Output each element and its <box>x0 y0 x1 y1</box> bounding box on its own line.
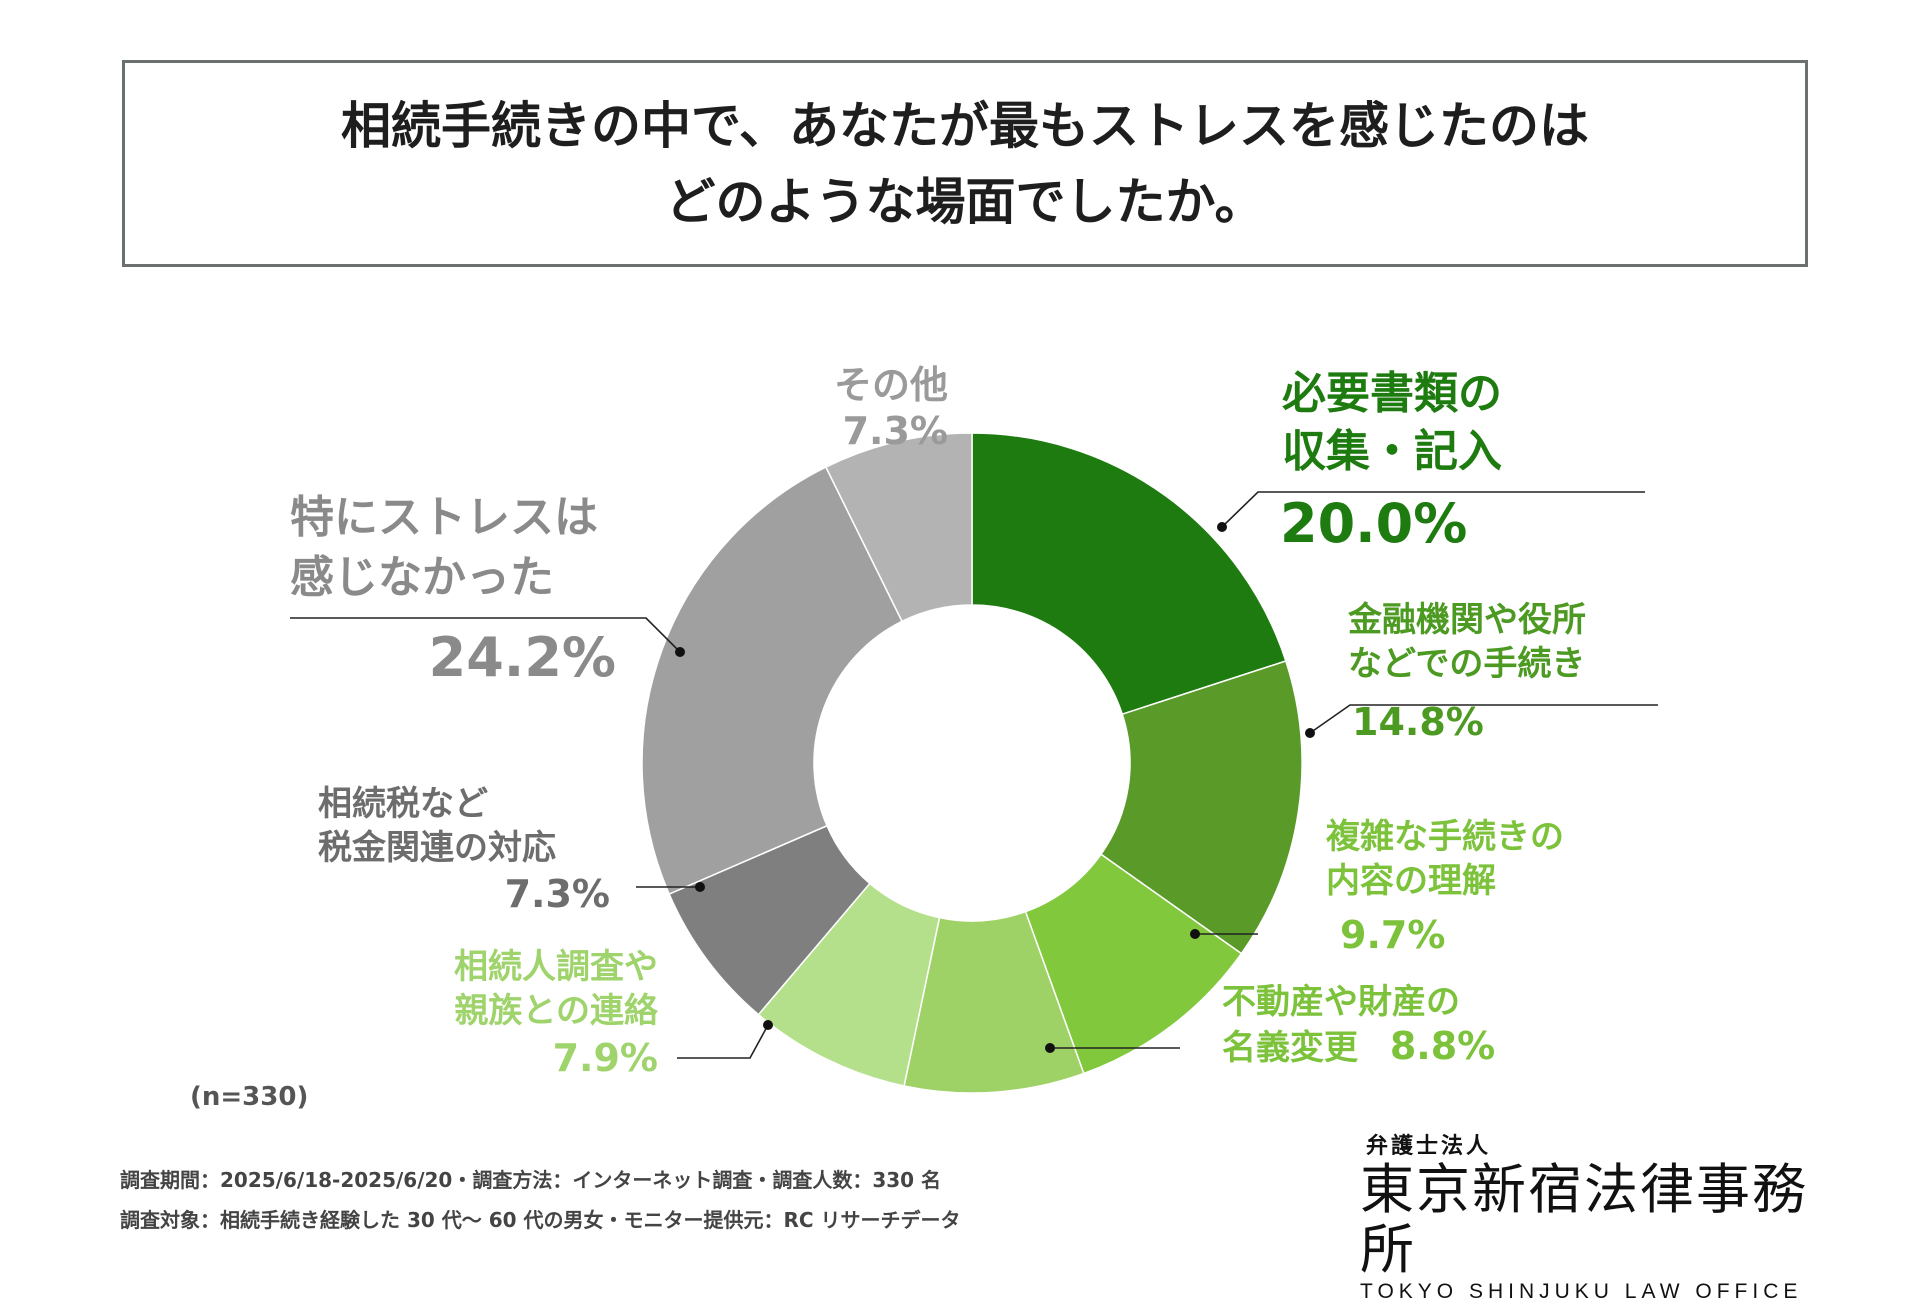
label-nostress-line1: 特にストレスは <box>290 492 598 543</box>
label-understanding-line2: 内容の理解 <box>1326 861 1496 901</box>
label-institutions: 金融機関や役所 などでの手続き 14.8% <box>1348 598 1586 758</box>
leader-dot-documents <box>1217 522 1227 532</box>
label-institutions-line2: などでの手続き <box>1348 644 1586 684</box>
logo-line-1: 弁護士法人 <box>1366 1134 1492 1159</box>
leader-line-nostress <box>290 617 681 653</box>
value-understanding: 9.7% <box>1340 913 1446 957</box>
leader-dot-heirs <box>763 1020 773 1030</box>
logo-line-3: TOKYO SHINJUKU LAW OFFICE <box>1360 1280 1803 1303</box>
label-tax-line2: 税金関連の対応 <box>318 828 556 868</box>
leader-line-heirs <box>677 1024 769 1059</box>
label-other: その他 7.3% <box>834 362 948 454</box>
label-heirs-line2: 親族との連絡 <box>454 991 658 1031</box>
leader-line-documents <box>1221 491 1645 528</box>
label-realestate: 不動産や財産の 名義変更 8.8% <box>1222 980 1495 1070</box>
footer-line-1: 調査期間：2025/6/18-2025/6/20・調査方法：インターネット調査・… <box>120 1168 942 1192</box>
leader-line-institutions <box>1309 704 1658 734</box>
value-tax: 7.3% <box>504 872 610 916</box>
law-office-logo: 弁護士法人 東京新宿法律事務所 TOKYO SHINJUKU LAW OFFIC… <box>1360 1128 1810 1304</box>
label-tax: 相続税など 税金関連の対応 7.3% <box>318 782 610 918</box>
value-nostress: 24.2% <box>428 626 616 689</box>
leader-dot-institutions <box>1305 728 1315 738</box>
value-documents: 20.0% <box>1280 492 1468 555</box>
value-institutions: 14.8% <box>1352 700 1484 744</box>
label-nostress: 特にストレスは 感じなかった 24.2% <box>290 488 616 708</box>
title-box: 相続手続きの中で、あなたが最もストレスを感じたのは どのような場面でしたか。 <box>122 60 1808 267</box>
label-understanding: 複雑な手続きの 内容の理解 9.7% <box>1326 815 1564 967</box>
footer-line-2: 調査対象：相続手続き経験した 30 代～ 60 代の男女・モニター提供元：RC … <box>120 1208 961 1232</box>
label-institutions-line1: 金融機関や役所 <box>1348 600 1586 640</box>
title-line-1: 相続手続きの中で、あなたが最もストレスを感じたのは <box>341 96 1589 155</box>
label-realestate-line2: 名義変更 <box>1222 1028 1358 1068</box>
label-heirs: 相続人調査や 親族との連絡 7.9% <box>454 945 658 1083</box>
slice-institutions <box>1099 660 1303 955</box>
label-other-line1: その他 <box>833 363 948 407</box>
label-realestate-line1: 不動産や財産の <box>1222 982 1460 1022</box>
leader-dot-understanding <box>1190 929 1200 939</box>
label-documents-line2: 収集・記入 <box>1282 426 1502 477</box>
leader-dot-tax <box>695 882 705 892</box>
value-other: 7.3% <box>842 409 948 453</box>
leader-dot-realestate <box>1045 1043 1055 1053</box>
sample-size: (n=330) <box>190 1082 309 1112</box>
slice-documents <box>971 432 1287 716</box>
label-understanding-line1: 複雑な手続きの <box>1326 817 1564 857</box>
value-realestate: 8.8% <box>1389 1024 1496 1068</box>
label-tax-line1: 相続税など <box>318 784 488 824</box>
label-heirs-line1: 相続人調査や <box>454 947 658 987</box>
label-documents-line1: 必要書類の <box>1282 368 1502 419</box>
title-line-2: どのような場面でしたか。 <box>665 172 1265 231</box>
leader-dot-nostress <box>675 647 685 657</box>
slice-nostress <box>641 466 904 896</box>
slice-other <box>824 432 973 623</box>
value-heirs: 7.9% <box>552 1036 658 1080</box>
label-documents: 必要書類の 収集・記入 20.0% <box>1280 365 1502 567</box>
label-nostress-line2: 感じなかった <box>290 552 554 603</box>
logo-line-2: 東京新宿法律事務所 <box>1360 1158 1808 1281</box>
